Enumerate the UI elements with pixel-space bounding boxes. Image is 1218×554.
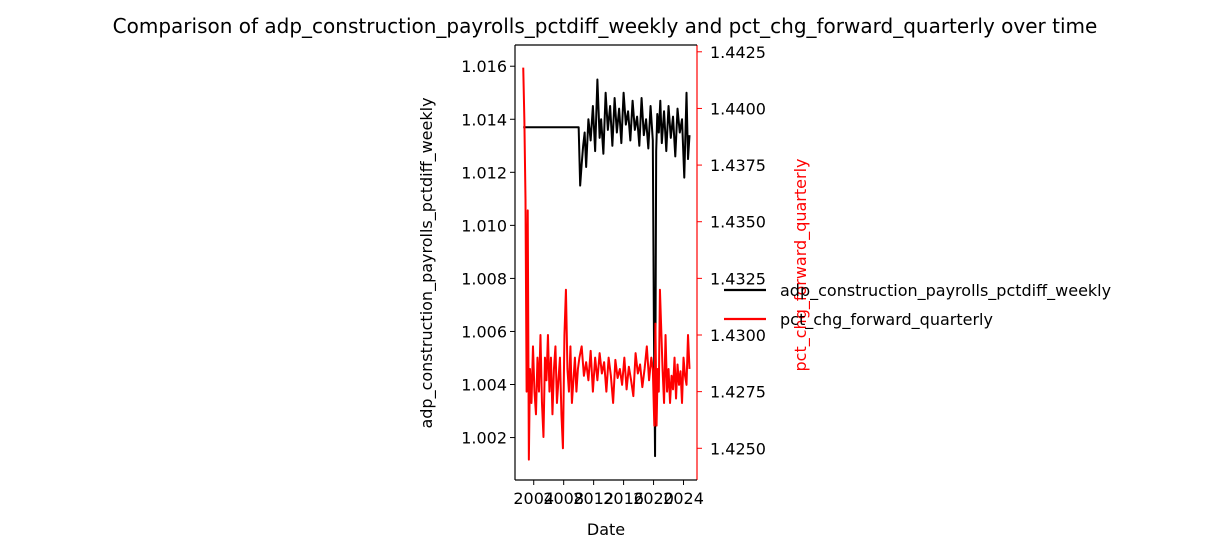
right-y-tick-label: 1.4275: [710, 383, 766, 402]
x-tick-label: 2012: [573, 489, 614, 508]
right-y-tick-label: 1.4400: [710, 99, 766, 118]
x-tick-label: 2008: [543, 489, 584, 508]
left-y-tick-label: 1.016: [461, 57, 507, 76]
right-y-axis-label: pct_chg_forward_quarterly: [791, 159, 811, 372]
right-y-axis-ticks: 1.4250 1.4275 1.4300 1.4325 1.4350 1.4375 1.44…: [697, 43, 766, 458]
x-tick-label: 2016: [603, 489, 644, 508]
left-y-axis-label: adp_construction_payrolls_pctdiff_weekly: [417, 97, 437, 428]
right-y-tick-label: 1.4350: [710, 213, 766, 232]
plot-area: [514, 44, 698, 481]
series-layer: [522, 67, 691, 461]
right-y-tick-label: 1.4300: [710, 326, 766, 345]
x-axis-label: Date: [587, 520, 625, 539]
right-y-tick-label: 1.4325: [710, 269, 766, 288]
series-line-pct-chg-forward: [522, 67, 691, 461]
right-y-tick-label: 1.4250: [710, 439, 766, 458]
left-y-tick-label: 1.008: [461, 269, 507, 288]
left-y-tick-label: 1.002: [461, 429, 507, 448]
left-y-tick-label: 1.012: [461, 163, 507, 182]
legend-label-adp: adp_construction_payrolls_pctdiff_weekly: [780, 281, 1111, 301]
left-y-tick-label: 1.006: [461, 322, 507, 341]
right-y-tick-label: 1.4375: [710, 156, 766, 175]
right-y-tick-label: 1.4425: [710, 43, 766, 62]
chart-title: Comparison of adp_construction_payrolls_…: [113, 14, 1098, 38]
legend: adp_construction_payrolls_pctdiff_weekly…: [724, 281, 1111, 330]
legend-label-pct: pct_chg_forward_quarterly: [780, 310, 993, 330]
left-y-tick-label: 1.010: [461, 216, 507, 235]
left-y-tick-label: 1.014: [461, 110, 507, 129]
left-y-tick-label: 1.004: [461, 376, 507, 395]
x-tick-label: 2020: [633, 489, 674, 508]
x-tick-label: 2024: [663, 489, 704, 508]
series-line-adp-construction: [523, 78, 691, 458]
x-tick-label: 2004: [513, 489, 554, 508]
left-y-axis-ticks: 1.002 1.004 1.006 1.008 1.010 1.012 1.014 1.016: [461, 57, 515, 448]
